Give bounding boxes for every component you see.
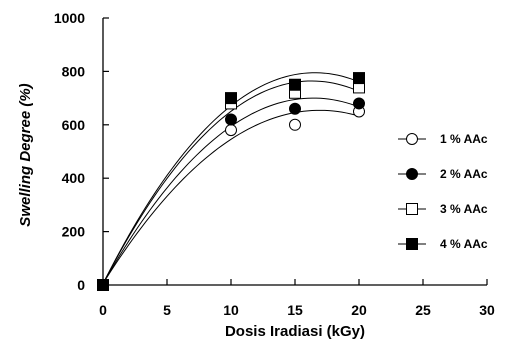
y-tick-label: 600: [62, 117, 86, 133]
y-tick-label: 200: [62, 224, 86, 240]
legend-label: 3 % AAc: [440, 202, 488, 216]
data-point: [289, 102, 301, 115]
data-point: [289, 78, 301, 91]
y-axis-title: Swelling Degree (%): [17, 83, 34, 226]
legend: 1 % AAc 2 % AAc 3 % AAc 4 % AAc: [398, 132, 488, 251]
legend-label: 4 % AAc: [440, 237, 488, 251]
x-tick-label: 25: [415, 302, 431, 318]
trend-curve: [102, 80, 360, 284]
x-tick-label: 10: [223, 302, 239, 318]
legend-label: 2 % AAc: [440, 167, 488, 181]
data-point: [97, 279, 109, 291]
data-point: [225, 113, 237, 126]
y-tick-label: 1000: [54, 10, 85, 26]
x-axis-title: Dosis Iradiasi (kGy): [225, 323, 365, 340]
y-tick-label: 800: [62, 63, 86, 79]
data-point: [225, 124, 237, 137]
legend-marker: [406, 238, 418, 250]
data-points: [97, 72, 365, 291]
legend-marker: [406, 168, 418, 180]
data-point: [353, 72, 365, 85]
data-point: [353, 97, 365, 110]
data-point: [289, 118, 301, 131]
y-tick-label: 0: [77, 277, 85, 293]
x-tick-label: 0: [99, 302, 107, 318]
x-tick-label: 30: [479, 302, 495, 318]
x-tick-label: 20: [351, 302, 367, 318]
x-tick-label: 15: [287, 302, 303, 318]
trend-curve: [102, 109, 360, 284]
axes: 0 5 10 15 20 25 30 0 200 400 600 800 1000: [54, 10, 495, 318]
x-tick-label: 5: [163, 302, 171, 318]
legend-marker: [406, 203, 418, 215]
legend-label: 1 % AAc: [440, 132, 488, 146]
data-point: [225, 92, 237, 105]
legend-marker: [406, 133, 418, 145]
y-tick-label: 400: [62, 170, 86, 186]
